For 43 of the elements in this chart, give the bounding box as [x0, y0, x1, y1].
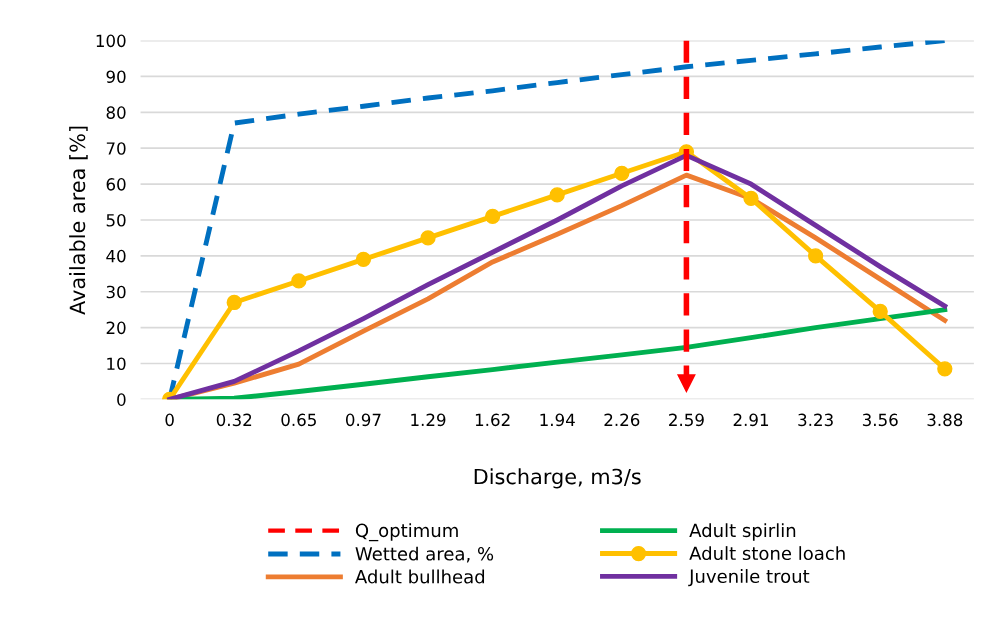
y-tick-label: 90: [106, 70, 126, 84]
y-tick-label: 70: [106, 142, 126, 155]
legend-label: Adult spirlin: [689, 523, 796, 541]
point: [291, 273, 307, 289]
point: [807, 248, 824, 264]
y-tick-label: 10: [107, 357, 126, 371]
x-tick-label: 2.26: [604, 413, 640, 427]
y-axis-title: Available area [%]: [69, 126, 88, 315]
y-tick-label: 100: [96, 34, 126, 48]
x-tick-label: 3.88: [927, 413, 963, 427]
y-tick-label: 30: [106, 285, 126, 299]
y-tick-label: 50: [106, 213, 126, 227]
y-tick-label: 80: [106, 106, 126, 119]
x-tick-label: 0.32: [216, 413, 252, 427]
legend-label: Adult bullhead: [355, 569, 485, 584]
x-tick-label: 1.29: [411, 413, 446, 427]
legend-label: Juvenile trout: [688, 569, 810, 587]
legend-label: Q_optimum: [355, 523, 458, 542]
y-tick-label: 20: [106, 321, 126, 335]
x-tick-label: 1.62: [475, 413, 510, 427]
point: [355, 251, 372, 268]
point: [484, 208, 501, 225]
point: [614, 165, 630, 181]
point: [872, 303, 888, 320]
x-axis-title: Discharge, m3/s: [474, 468, 641, 489]
x-tick-label: 0.65: [281, 413, 316, 427]
legend-label: Adult stone loach: [689, 546, 845, 561]
point: [226, 294, 242, 311]
point: [549, 187, 565, 203]
x-tick-label: 3.23: [798, 413, 833, 427]
y-tick-label: 0: [117, 393, 126, 406]
legend-label: Wetted area, %: [355, 546, 494, 563]
point: [420, 230, 436, 246]
point: [743, 190, 759, 207]
x-tick-label: 2.91: [733, 413, 769, 427]
x-tick-label: 0.97: [345, 413, 381, 427]
point: [937, 361, 953, 377]
x-tick-label: 0: [165, 413, 174, 427]
x-tick-label: 3.56: [862, 413, 898, 427]
y-tick-label: 40: [106, 249, 126, 263]
x-tick-label: 1.94: [540, 413, 575, 427]
y-tick-label: 60: [106, 178, 126, 191]
x-tick-label: 2.59: [669, 413, 704, 427]
